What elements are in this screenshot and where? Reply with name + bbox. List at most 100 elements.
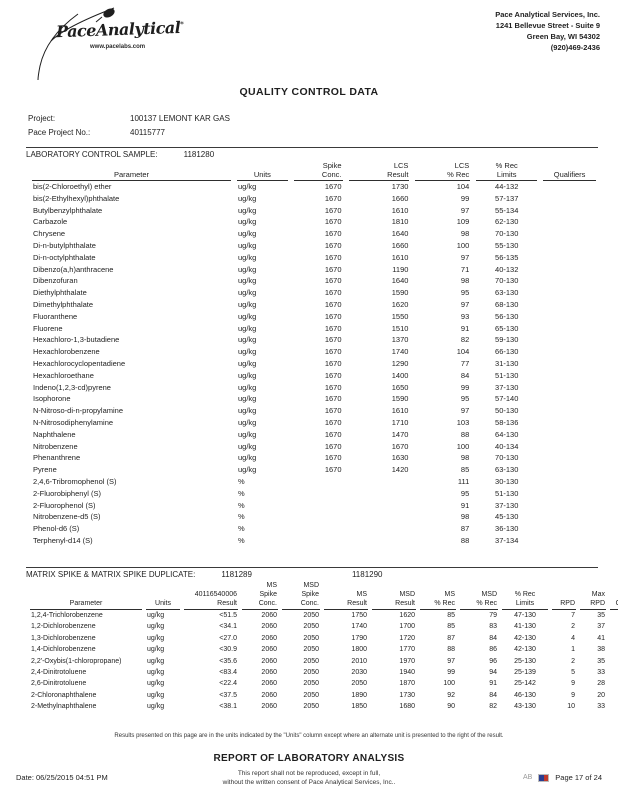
lcs-rec-cell: 97 (460, 406, 470, 416)
lcs-parameter-cell: Dibenzo(a,h)anthracene (33, 264, 114, 274)
lcs-result-cell: 1660 (391, 240, 409, 250)
lcs-parameter-cell: Isophorone (33, 394, 71, 404)
lcs-section-header: LABORATORY CONTROL SAMPLE: 1181280 (26, 150, 602, 159)
lcs-qualifiers-cell (543, 216, 596, 228)
lcs-col-qualifiers: Qualifiers (543, 161, 596, 181)
lcs-units-cell: ug/kg (238, 193, 257, 203)
msd-sample-result-cell: <34.1 (219, 623, 237, 631)
section-divider (26, 147, 598, 148)
report-of-laboratory-analysis-title: REPORT OF LABORATORY ANALYSIS (213, 753, 405, 764)
lcs-units-cell: ug/kg (238, 252, 257, 262)
lcs-section: LABORATORY CONTROL SAMPLE: 1181280 Param… (26, 150, 602, 547)
msd-msd-result-cell: 1940 (399, 669, 415, 677)
lcs-units-cell: ug/kg (238, 311, 257, 321)
msd-limits-cell: 25-142 (514, 680, 536, 688)
msd-parameter-cell: 2,6-Dinitrotoluene (31, 680, 87, 688)
lcs-units-cell: ug/kg (238, 429, 257, 439)
lcs-qualifiers-cell (543, 252, 596, 264)
lcs-parameter-cell: Hexachloro-1,3-butadiene (33, 335, 120, 345)
lcs-rec-cell: 104 (456, 182, 470, 191)
msd-max-rpd-cell: 33 (597, 703, 605, 711)
msd-table-row: 1,2-Dichlorobenzene ug/kg <34.1 2060 205… (30, 621, 618, 632)
accreditation-icon (538, 773, 550, 782)
msd-msd-rec-cell: 84 (489, 634, 497, 642)
lcs-units-cell: ug/kg (238, 182, 257, 191)
msd-table-row: 1,3-Dichlorobenzene ug/kg <27.0 2060 205… (30, 633, 618, 644)
lcs-limits-cell: 40-132 (495, 264, 519, 274)
lcs-rec-cell: 88 (460, 429, 470, 439)
msd-qual-cell (610, 633, 618, 644)
lcs-sample-id: 1181280 (183, 150, 215, 159)
lcs-table-header: Parameter Units Spike Conc. LCS Result L… (32, 161, 596, 181)
msd-rpd-cell: 5 (571, 669, 575, 677)
lcs-limits-cell: 36-130 (495, 524, 519, 534)
lcs-result-cell: 1610 (391, 252, 409, 262)
lcs-parameter-cell: Dimethylphthalate (33, 299, 94, 309)
msd-ms-rec-cell: 92 (447, 691, 455, 699)
msd-msd-spike-cell: 2050 (303, 703, 319, 711)
accreditation-icon-left (539, 774, 544, 781)
lcs-result-cell: 1420 (391, 465, 409, 475)
lcs-units-cell: ug/kg (238, 217, 257, 227)
lcs-spike-conc-cell: 1670 (324, 276, 342, 286)
msd-msd-result-cell: 1970 (399, 657, 415, 665)
lcs-parameter-cell: Butylbenzylphthalate (33, 205, 103, 215)
lcs-qualifiers-cell (543, 240, 596, 252)
lcs-limits-cell: 70-130 (495, 276, 519, 286)
lcs-limits-cell: 44-132 (495, 182, 519, 191)
project-info: Project: 100137 LEMONT KAR GAS Pace Proj… (28, 112, 230, 140)
lcs-table-row: Fluoranthene ug/kg 1670 1550 93 56-130 (32, 311, 596, 323)
lcs-spike-conc-cell (294, 476, 343, 488)
msd-units-cell: ug/kg (147, 669, 165, 677)
msd-max-rpd-cell: 28 (597, 680, 605, 688)
lcs-limits-cell: 59-130 (495, 335, 519, 345)
lcs-qualifiers-cell (543, 334, 596, 346)
lcs-qualifiers-cell (543, 535, 596, 547)
lcs-result-cell: 1590 (391, 288, 409, 298)
lcs-qualifiers-cell (543, 382, 596, 394)
msd-msd-spike-cell: 2050 (303, 669, 319, 677)
lcs-spike-conc-cell: 1670 (324, 240, 342, 250)
msd-rpd-cell: 7 (571, 612, 575, 619)
msd-msd-spike-cell: 2050 (303, 634, 319, 642)
msd-col-parameter: Parameter (30, 581, 142, 610)
msd-ms-spike-cell: 2060 (261, 634, 277, 642)
lcs-parameter-cell: Indeno(1,2,3-cd)pyrene (33, 382, 111, 392)
lcs-units-cell: ug/kg (238, 417, 257, 427)
lcs-rec-cell: 103 (456, 417, 470, 427)
lcs-result-cell: 1640 (391, 229, 409, 239)
lcs-rec-cell: 77 (460, 358, 470, 368)
lcs-rec-cell: 85 (460, 465, 470, 475)
msd-units-cell: ug/kg (147, 703, 165, 711)
lcs-parameter-cell: Dibenzofuran (33, 276, 78, 286)
lcs-result-cell (349, 500, 410, 512)
lcs-units-cell: % (238, 476, 245, 486)
lcs-parameter-cell: Phenol-d6 (S) (33, 524, 80, 534)
msd-parameter-cell: 2-Methylnaphthalene (31, 703, 97, 711)
lcs-table-row: Terphenyl-d14 (S) % 88 37-134 (32, 535, 596, 547)
lcs-units-cell: ug/kg (238, 335, 257, 345)
msd-limits-cell: 25-139 (514, 669, 536, 677)
msd-units-cell: ug/kg (147, 680, 165, 688)
lcs-result-cell: 1550 (391, 311, 409, 321)
msd-ms-result-cell: 1890 (351, 691, 367, 699)
logo-trademark: * (180, 19, 184, 29)
msd-qual-cell (610, 656, 618, 667)
lcs-rec-cell: 98 (460, 276, 470, 286)
msd-msd-result-cell: 1720 (399, 634, 415, 642)
lcs-limits-cell: 50-130 (495, 406, 519, 416)
msd-parameter-cell: 2-Chloronaphthalene (31, 691, 97, 699)
section-divider (26, 567, 598, 568)
msd-parameter-cell: 2,2'-Oxybis(1-chloropropane) (31, 657, 122, 665)
lcs-units-cell: ug/kg (238, 394, 257, 404)
reviewer-initials: AB (522, 774, 533, 781)
lcs-table-row: Hexachlorobenzene ug/kg 1670 1740 104 66… (32, 346, 596, 358)
lcs-parameter-cell: Diethylphthalate (33, 288, 87, 298)
msd-ms-rec-cell: 90 (447, 703, 455, 711)
lcs-units-cell: ug/kg (238, 229, 257, 239)
lcs-parameter-cell: N-Nitroso-di-n-propylamine (33, 406, 124, 416)
lcs-rec-cell: 104 (456, 347, 470, 357)
lcs-qualifiers-cell (543, 511, 596, 523)
msd-sample-id: 1181290 (351, 570, 383, 579)
